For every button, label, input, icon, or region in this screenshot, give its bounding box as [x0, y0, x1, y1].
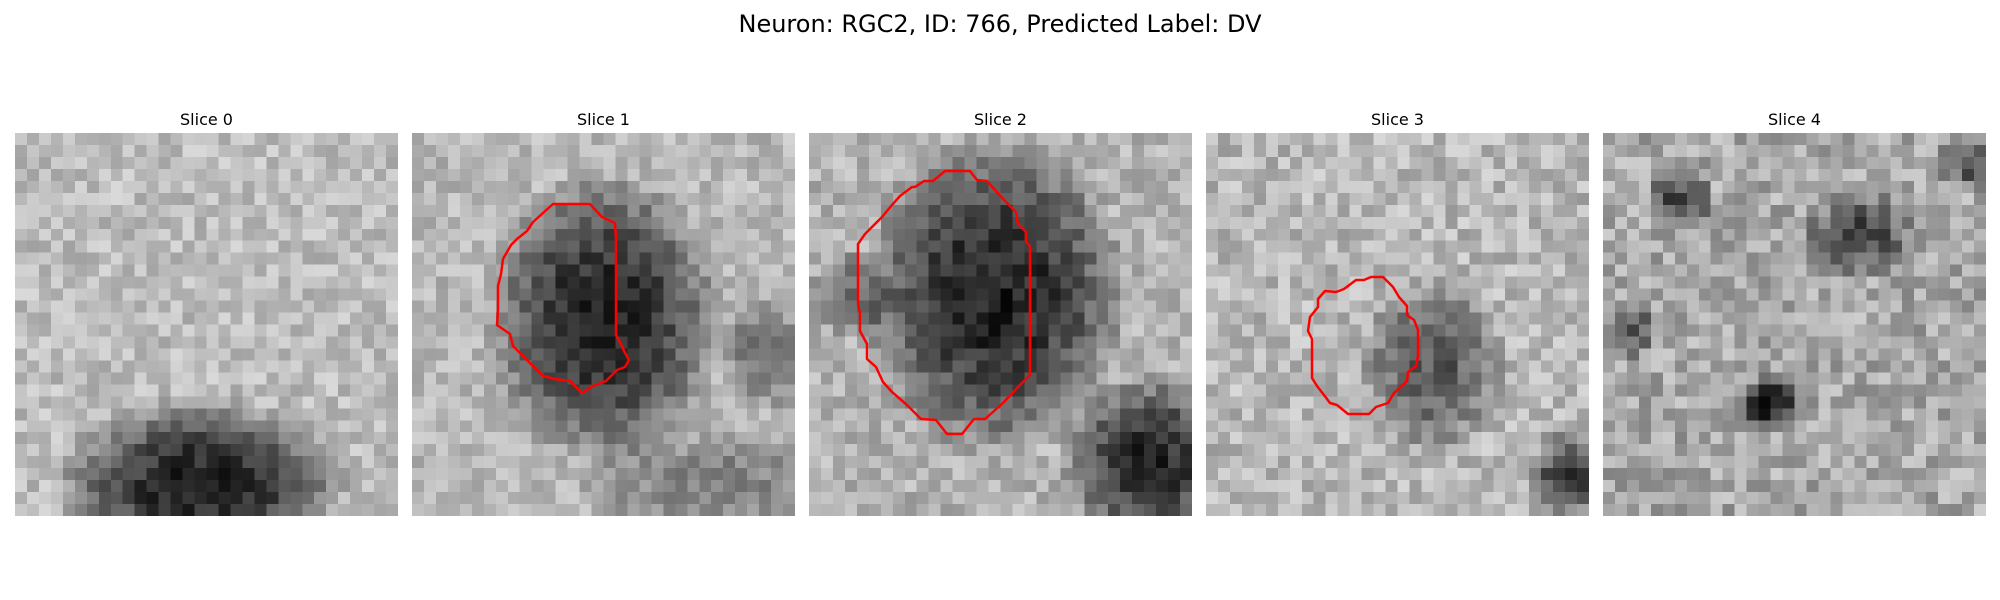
slice-image-0 — [15, 133, 398, 516]
slice-title-0: Slice 0 — [180, 110, 233, 129]
contour-overlay-2 — [856, 169, 1032, 436]
slice-panel-3: Slice 3 — [1206, 108, 1589, 516]
figure-title: Neuron: RGC2, ID: 766, Predicted Label: … — [738, 10, 1262, 38]
slice-image-2 — [809, 133, 1192, 516]
segmentation-contour-2-0 — [856, 169, 1032, 436]
slice-panel-4: Slice 4 — [1603, 108, 1986, 516]
slice-panel-0: Slice 0 — [15, 108, 398, 516]
contour-overlay-3 — [1306, 275, 1420, 416]
slice-image-4 — [1603, 133, 1986, 516]
slice-title-3: Slice 3 — [1371, 110, 1424, 129]
slice-title-2: Slice 2 — [974, 110, 1027, 129]
micrograph-slice-1 — [412, 133, 795, 516]
contour-overlay-1 — [495, 202, 631, 395]
slice-image-3 — [1206, 133, 1589, 516]
contour-overlay-0 — [15, 133, 398, 516]
segmentation-contour-1-0 — [495, 202, 631, 395]
contour-overlay-4 — [1603, 133, 1986, 516]
micrograph-slice-3 — [1206, 133, 1589, 516]
micrograph-slice-4 — [1603, 133, 1986, 516]
slice-title-4: Slice 4 — [1768, 110, 1821, 129]
slice-title-1: Slice 1 — [577, 110, 630, 129]
slice-panel-1: Slice 1 — [412, 108, 795, 516]
segmentation-contour-3-0 — [1306, 275, 1420, 416]
micrograph-slice-0 — [15, 133, 398, 516]
slice-image-1 — [412, 133, 795, 516]
slice-panel-2: Slice 2 — [809, 108, 1192, 516]
